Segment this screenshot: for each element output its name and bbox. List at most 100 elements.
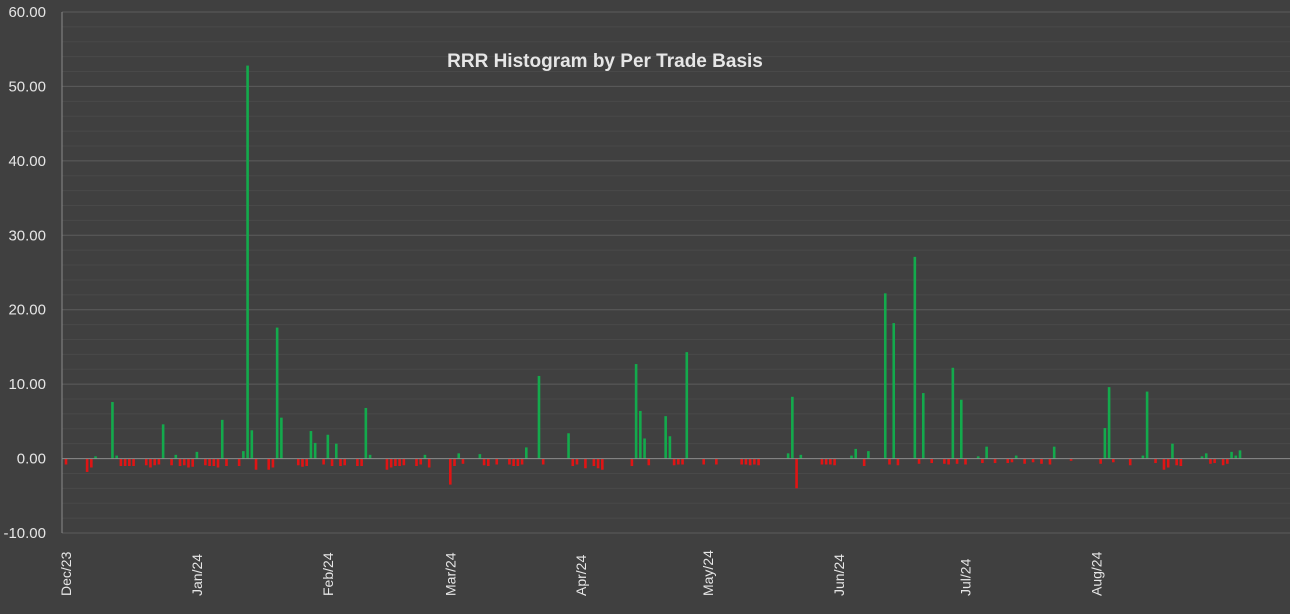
bar-positive — [280, 417, 283, 459]
bar-positive — [867, 451, 870, 459]
bar-positive — [951, 367, 955, 459]
x-tick-label: Jul/24 — [958, 558, 974, 596]
bar-negative — [1175, 458, 1178, 466]
bar-negative — [964, 458, 967, 465]
bar-negative — [356, 458, 359, 467]
bar-negative — [575, 458, 579, 465]
bar-positive — [850, 455, 853, 459]
bar-negative — [681, 458, 684, 465]
bar-negative — [596, 458, 600, 469]
bar-positive — [976, 456, 980, 459]
bar-positive — [1141, 455, 1145, 459]
bar-negative — [520, 458, 524, 465]
bar-positive — [246, 65, 249, 459]
bar-negative — [182, 458, 186, 466]
bar-negative — [225, 458, 228, 467]
y-tick-label: -10.00 — [3, 525, 46, 542]
bar-positive — [1107, 387, 1111, 459]
bar-negative — [170, 458, 173, 466]
bar-negative — [1213, 458, 1216, 464]
bar-negative — [144, 458, 148, 466]
bar-positive — [275, 327, 279, 459]
bar-negative — [132, 458, 135, 467]
bar-negative — [1069, 458, 1073, 461]
bar-negative — [360, 458, 363, 467]
bar-positive — [854, 448, 858, 459]
bar-negative — [394, 458, 397, 467]
bar-negative — [212, 458, 216, 467]
bar-negative — [487, 458, 490, 467]
bar-negative — [128, 458, 131, 467]
bar-negative — [64, 458, 68, 465]
bar-positive — [111, 402, 114, 459]
bar-negative — [516, 458, 520, 467]
bar-negative — [677, 458, 680, 465]
bar-negative — [1179, 458, 1183, 467]
bar-negative — [85, 458, 89, 472]
bar-negative — [1099, 458, 1102, 464]
bar-negative — [267, 458, 271, 470]
bar-negative — [508, 458, 511, 465]
bar-negative — [702, 458, 705, 465]
bar-negative — [178, 458, 182, 467]
bar-negative — [630, 458, 634, 467]
bar-positive — [174, 454, 178, 459]
bar-negative — [157, 458, 161, 465]
bar-negative — [744, 458, 748, 465]
bar-positive — [161, 424, 165, 459]
bar-negative — [461, 458, 465, 464]
bar-negative — [748, 458, 752, 466]
bar-negative — [322, 458, 325, 465]
bar-negative — [862, 458, 866, 467]
bar-series — [64, 65, 1242, 489]
bar-positive — [537, 375, 541, 459]
x-tick-label: Apr/24 — [573, 555, 589, 596]
bar-negative — [1221, 458, 1225, 466]
bar-positive — [664, 416, 667, 459]
bar-positive — [309, 431, 313, 459]
bar-negative — [453, 458, 456, 467]
bar-negative — [955, 458, 959, 464]
bar-positive — [313, 442, 317, 459]
bar-negative — [398, 458, 401, 467]
gridlines — [62, 11, 1290, 534]
bar-positive — [668, 436, 672, 459]
bar-negative — [795, 458, 798, 489]
bar-negative — [153, 458, 156, 466]
bar-negative — [1112, 458, 1115, 463]
bar-negative — [981, 458, 984, 464]
y-axis-ticks: 60.00 50.00 40.00 30.00 20.00 10.00 0.00 -10.00 — [3, 4, 46, 542]
bar-negative — [271, 458, 275, 468]
bar-negative — [305, 458, 309, 467]
y-tick-label: 40.00 — [8, 153, 46, 170]
bar-positive — [1103, 428, 1107, 459]
bar-positive — [892, 323, 896, 459]
bar-positive — [195, 451, 199, 459]
bar-positive — [326, 434, 330, 459]
bar-positive — [334, 443, 338, 459]
bar-negative — [187, 458, 190, 468]
bar-negative — [427, 458, 431, 468]
bar-negative — [888, 458, 891, 465]
bar-negative — [917, 458, 921, 464]
bar-negative — [1226, 458, 1229, 464]
bar-negative — [1128, 458, 1132, 466]
bar-positive — [423, 454, 427, 459]
bar-positive — [883, 293, 887, 459]
bar-negative — [571, 458, 575, 467]
bar-negative — [216, 458, 220, 468]
bar-negative — [647, 458, 651, 466]
bar-negative — [339, 458, 342, 467]
x-tick-label: Mar/24 — [442, 552, 458, 596]
bar-positive — [786, 453, 790, 459]
bar-negative — [1154, 458, 1157, 464]
bar-positive — [94, 456, 97, 459]
bar-positive — [115, 455, 118, 459]
bar-negative — [208, 458, 211, 467]
bar-negative — [449, 458, 452, 485]
y-tick-label: 50.00 — [8, 78, 46, 95]
bar-positive — [478, 454, 482, 459]
bar-positive — [525, 447, 528, 459]
bar-negative — [833, 458, 836, 466]
